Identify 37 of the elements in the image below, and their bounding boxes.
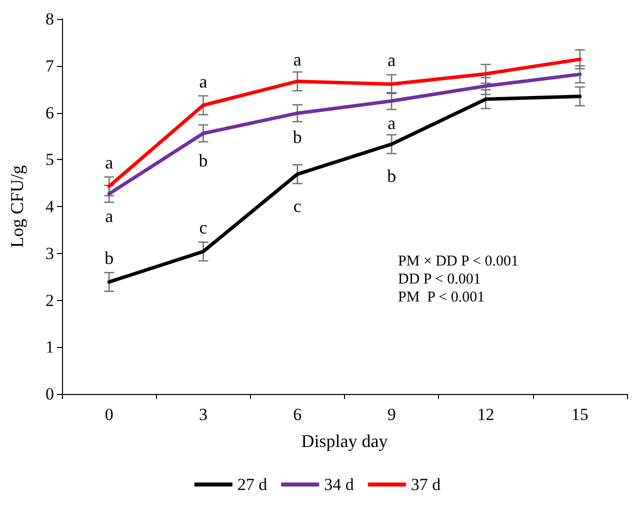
y-tick-label: 5: [46, 150, 54, 170]
annotation: PM P < 0.001: [398, 290, 485, 306]
legend-label: 34 d: [324, 475, 354, 494]
y-tick-label: 7: [46, 56, 54, 76]
legend-label: 27 d: [237, 475, 268, 494]
y-tick-label: 1: [46, 338, 54, 357]
y-tick-label: 0: [46, 384, 54, 404]
annotation: a: [293, 49, 302, 70]
annotation: c: [199, 218, 208, 238]
y-tick-label: 8: [46, 10, 54, 28]
x-axis-title: Display day: [301, 431, 388, 451]
y-axis-title: Log CFU/g: [7, 165, 27, 248]
x-tick-label: 15: [571, 405, 588, 424]
annotation: b: [104, 248, 114, 268]
annotation: a: [105, 206, 114, 226]
annotation: b: [387, 166, 396, 186]
x-tick-label: 9: [387, 405, 396, 424]
annotation: PM × DD P < 0.001: [398, 254, 519, 270]
line-series: [107, 72, 582, 196]
y-tick-label: 2: [46, 290, 54, 310]
annotation: a: [388, 113, 396, 134]
annotation: a: [199, 71, 208, 92]
annotation: b: [292, 127, 302, 148]
y-tick-label: 3: [46, 244, 54, 263]
annotation: c: [293, 196, 302, 216]
line-series: [107, 58, 582, 188]
y-tick-label: 4: [46, 197, 54, 216]
annotation: DD P < 0.001: [398, 272, 481, 288]
annotation: a: [388, 50, 396, 70]
annotation: b: [198, 150, 208, 170]
x-tick-label: 0: [104, 405, 114, 424]
y-tick-label: 6: [46, 103, 54, 122]
x-tick-label: 6: [293, 405, 302, 424]
legend-label: 37 d: [410, 475, 442, 494]
x-tick-label: 3: [199, 405, 208, 424]
x-tick-label: 12: [477, 405, 494, 424]
annotation: a: [105, 152, 114, 172]
